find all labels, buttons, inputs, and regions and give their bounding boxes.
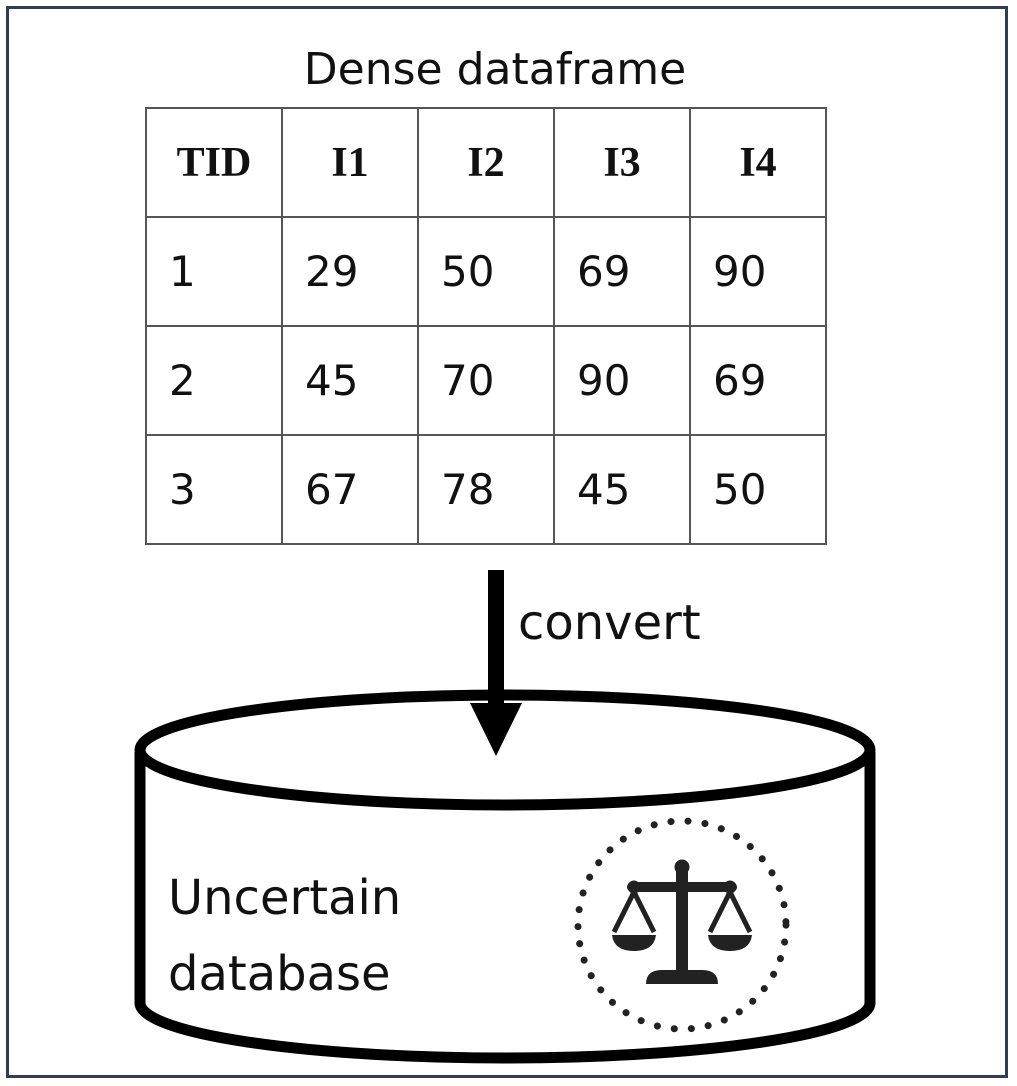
table-cell: 45	[281, 325, 419, 436]
database-label: Uncertain database	[168, 860, 401, 1012]
table-cell: 70	[417, 325, 555, 436]
convert-arrow	[470, 570, 522, 756]
table-row: 1 29 50 69 90	[145, 216, 827, 327]
dotted-icon-ring	[574, 817, 790, 1033]
table-cell: 45	[553, 434, 691, 545]
header-cell: I2	[417, 107, 555, 218]
dense-dataframe-table: TID I1 I2 I3 I4 1 29 50 69 90 2 45 70 90…	[145, 107, 827, 545]
header-cell: I4	[689, 107, 827, 218]
header-cell: I1	[281, 107, 419, 218]
convert-label: convert	[518, 595, 701, 651]
table-cell: 67	[281, 434, 419, 545]
table-row: 2 45 70 90 69	[145, 325, 827, 436]
database-label-line1: Uncertain	[168, 870, 402, 926]
table-cell: 3	[145, 434, 283, 545]
database-cylinder-top	[134, 689, 876, 811]
scales-icon	[611, 859, 753, 984]
database-label-line2: database	[168, 946, 391, 1002]
table-cell: 90	[689, 216, 827, 327]
table-cell: 69	[689, 325, 827, 436]
table-cell: 1	[145, 216, 283, 327]
diagram-frame	[6, 6, 1008, 1078]
table-cell: 29	[281, 216, 419, 327]
dataframe-title: Dense dataframe	[303, 44, 687, 95]
table-row: 3 67 78 45 50	[145, 434, 827, 545]
table-cell: 50	[689, 434, 827, 545]
table-cell: 69	[553, 216, 691, 327]
table-cell: 90	[553, 325, 691, 436]
table-cell: 50	[417, 216, 555, 327]
header-cell: I3	[553, 107, 691, 218]
table-cell: 78	[417, 434, 555, 545]
table-cell: 2	[145, 325, 283, 436]
table-header-row: TID I1 I2 I3 I4	[145, 107, 827, 218]
header-cell: TID	[145, 107, 283, 218]
